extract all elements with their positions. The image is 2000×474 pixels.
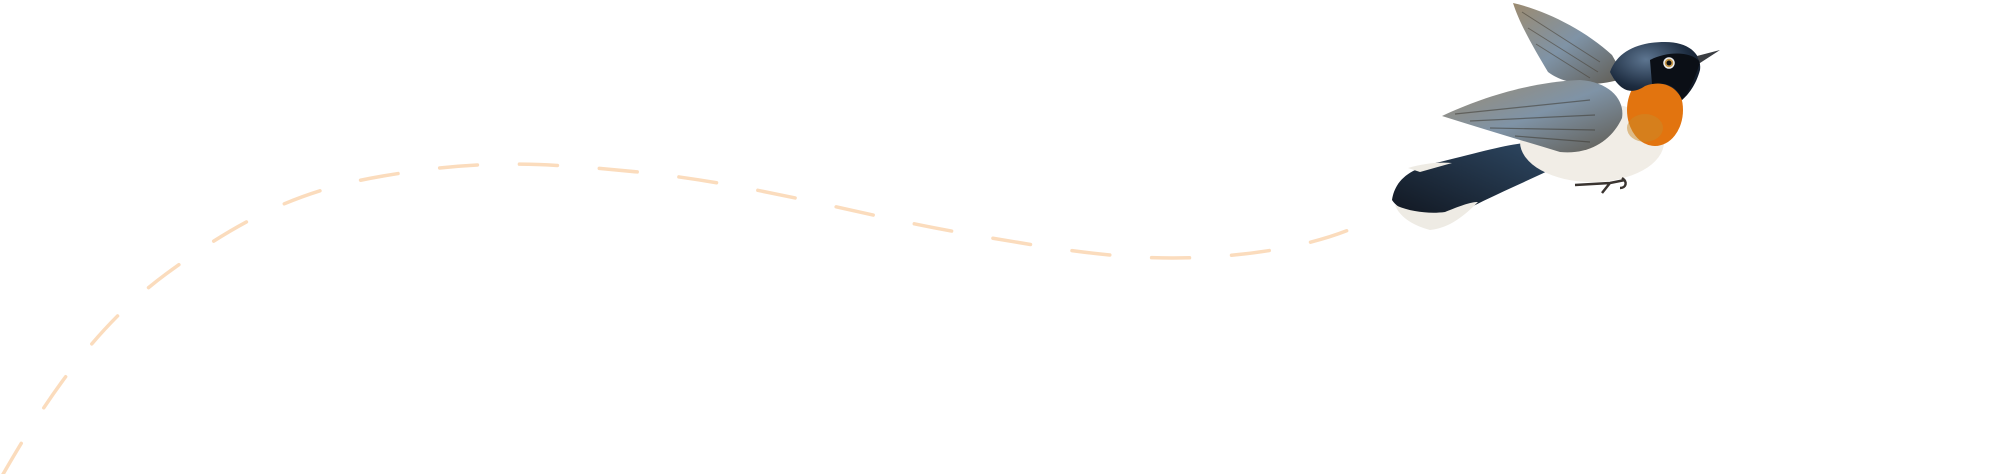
bird-feet (1574, 176, 1627, 194)
bird-tail (1392, 143, 1560, 222)
bird-upper-wing (1513, 3, 1625, 84)
bird-image (1392, 3, 1720, 230)
bird-tail-tips (1395, 202, 1478, 230)
bird-lower-wing (1442, 80, 1623, 153)
dashed-flight-path (1, 162, 1360, 474)
bird-beak (1697, 50, 1720, 63)
